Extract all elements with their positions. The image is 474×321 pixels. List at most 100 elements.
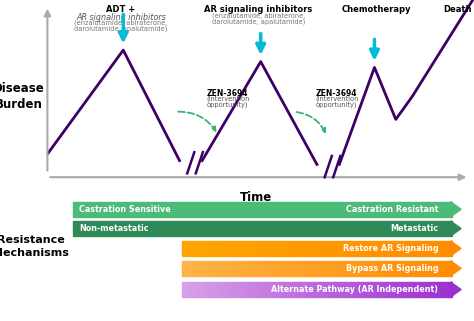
Bar	[149, 202, 154, 217]
Text: Resistance
Mechanisms: Resistance Mechanisms	[0, 235, 69, 258]
Bar	[107, 202, 111, 217]
Bar	[229, 282, 233, 297]
Bar	[196, 241, 199, 256]
Bar	[243, 241, 246, 256]
Bar	[305, 202, 310, 217]
Text: (enzalutamide, abiraterone,: (enzalutamide, abiraterone,	[212, 13, 305, 19]
Bar	[324, 241, 327, 256]
Bar	[442, 282, 445, 297]
Bar	[310, 241, 314, 256]
Bar	[405, 282, 408, 297]
Bar	[286, 221, 291, 236]
Bar	[378, 241, 381, 256]
Bar	[310, 261, 314, 276]
Bar	[297, 282, 301, 297]
Bar	[351, 282, 354, 297]
Bar	[206, 202, 210, 217]
Bar	[381, 221, 385, 236]
Bar	[253, 282, 256, 297]
Bar	[405, 261, 408, 276]
Bar	[330, 261, 334, 276]
Bar	[418, 261, 421, 276]
Bar	[415, 282, 418, 297]
Bar	[447, 202, 452, 217]
Bar	[290, 261, 293, 276]
Text: Time: Time	[240, 191, 272, 204]
Bar	[438, 261, 442, 276]
Bar	[168, 202, 173, 217]
Bar	[330, 241, 334, 256]
Bar	[250, 282, 253, 297]
Bar	[237, 282, 240, 297]
Bar	[206, 261, 210, 276]
Bar	[182, 221, 187, 236]
Bar	[384, 261, 388, 276]
Bar	[234, 202, 239, 217]
Bar	[102, 221, 107, 236]
Bar	[408, 241, 411, 256]
Bar	[442, 261, 445, 276]
Bar	[226, 241, 229, 256]
Bar	[192, 261, 196, 276]
Text: Chemotherapy: Chemotherapy	[342, 5, 411, 14]
Text: Castration Sensitive: Castration Sensitive	[79, 205, 171, 214]
Bar	[182, 282, 186, 297]
Bar	[189, 261, 192, 276]
Bar	[366, 202, 371, 217]
Bar	[307, 261, 310, 276]
Bar	[102, 202, 107, 217]
FancyArrow shape	[451, 282, 461, 297]
Bar	[189, 282, 192, 297]
Bar	[220, 221, 225, 236]
Bar	[301, 241, 304, 256]
Bar	[196, 261, 199, 276]
Bar	[361, 241, 364, 256]
Bar	[135, 202, 140, 217]
Bar	[121, 221, 126, 236]
Bar	[250, 261, 253, 276]
Bar	[258, 221, 263, 236]
Bar	[376, 202, 381, 217]
Bar	[201, 221, 206, 236]
Text: Alternate Pathway (AR Independent): Alternate Pathway (AR Independent)	[272, 285, 438, 294]
Bar	[344, 261, 347, 276]
Bar	[442, 241, 445, 256]
Text: AR signaling inhibitors: AR signaling inhibitors	[204, 5, 312, 14]
Bar	[371, 261, 374, 276]
Bar	[215, 221, 220, 236]
Bar	[395, 202, 400, 217]
Bar	[409, 202, 414, 217]
Bar	[293, 282, 297, 297]
Bar	[411, 282, 415, 297]
Bar	[419, 202, 423, 217]
Bar	[126, 202, 130, 217]
Bar	[196, 202, 201, 217]
Bar	[371, 202, 376, 217]
Bar	[357, 282, 361, 297]
Bar	[260, 282, 263, 297]
Bar	[237, 261, 240, 276]
Bar	[327, 282, 330, 297]
Bar	[243, 261, 246, 276]
Bar	[286, 202, 291, 217]
Bar	[385, 221, 390, 236]
Bar	[362, 202, 366, 217]
Bar	[130, 202, 135, 217]
Bar	[354, 261, 357, 276]
Bar	[388, 261, 391, 276]
Bar	[411, 261, 415, 276]
Bar	[243, 282, 246, 297]
Bar	[270, 241, 273, 256]
Bar	[246, 282, 250, 297]
Bar	[263, 261, 266, 276]
Bar	[83, 221, 88, 236]
Bar	[351, 261, 354, 276]
Bar	[398, 241, 401, 256]
Bar	[366, 221, 371, 236]
Bar	[226, 282, 229, 297]
Bar	[239, 221, 244, 236]
Text: darolutamide, apalutamide): darolutamide, apalutamide)	[212, 18, 305, 25]
Bar	[371, 282, 374, 297]
Bar	[341, 241, 344, 256]
Bar	[290, 241, 293, 256]
